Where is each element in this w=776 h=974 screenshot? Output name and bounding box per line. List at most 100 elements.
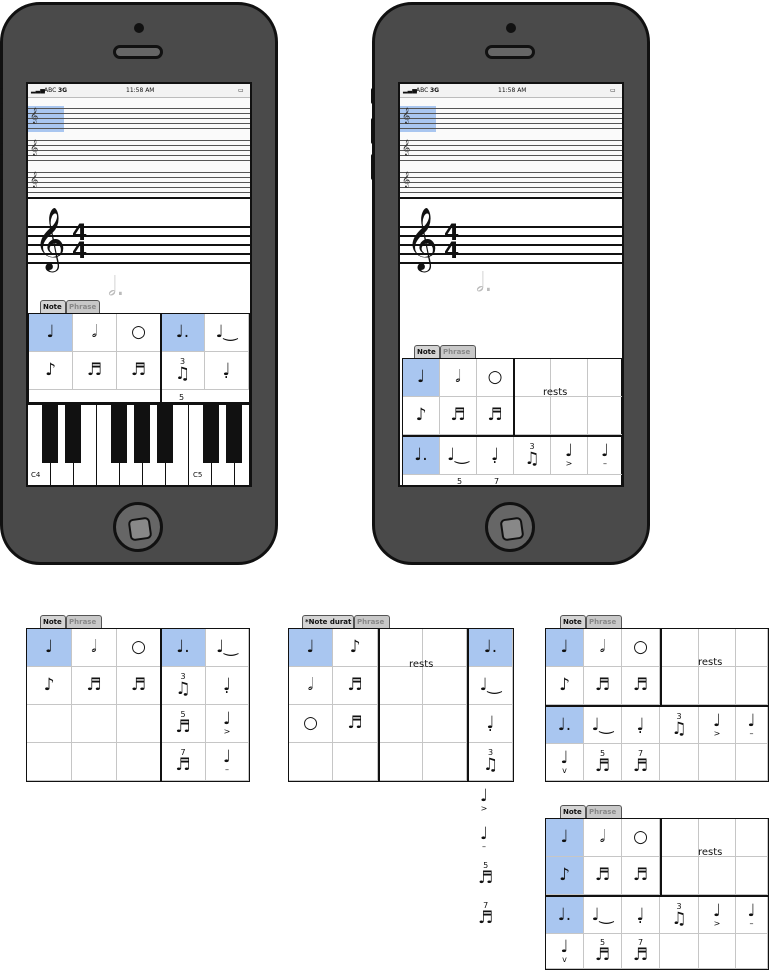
score-overview[interactable]: 𝄞 𝄞 𝄞	[28, 98, 250, 196]
septuplet-icon[interactable]: 7 ♬	[161, 743, 206, 781]
eighth-note-icon[interactable]: ♪	[546, 857, 584, 895]
tab-phrase[interactable]: Phrase	[66, 300, 100, 313]
tab-phrase[interactable]: Phrase	[586, 615, 622, 628]
triplet-icon[interactable]: 3 ♫	[161, 667, 206, 705]
thirty-second-note-icon[interactable]: ♬	[333, 705, 378, 743]
half-note-icon[interactable]: 𝅗𝅥	[72, 629, 117, 667]
tied-note-icon[interactable]: ♩‿	[206, 629, 249, 667]
editing-staff[interactable]	[28, 226, 250, 266]
piano-keyboard[interactable]: C4 C5	[28, 403, 250, 485]
accent-note-icon[interactable]: ♩ >	[551, 437, 588, 475]
rests-cell[interactable]	[379, 705, 423, 743]
quarter-note-icon[interactable]: ♩	[546, 629, 584, 667]
rests-cell[interactable]	[662, 819, 699, 857]
accent-note-icon[interactable]: ♩ >	[699, 897, 736, 934]
rests-cell[interactable]	[379, 667, 423, 705]
dotted-quarter-note-icon[interactable]: ♩.	[161, 629, 206, 667]
rests-cell[interactable]	[662, 629, 699, 667]
sixteenth-note-icon[interactable]: ♬	[73, 352, 117, 390]
half-note-icon[interactable]: 𝅗𝅥	[289, 667, 333, 705]
rests-cell[interactable]	[514, 397, 551, 435]
tab-phrase[interactable]: Phrase	[66, 615, 102, 628]
staccato-note-icon[interactable]: ♩̣	[622, 707, 660, 744]
rests-cell[interactable]	[736, 819, 768, 857]
sixteenth-note-icon[interactable]: ♬	[584, 667, 622, 705]
whole-note-icon[interactable]: ○	[622, 819, 660, 857]
quarter-note-icon[interactable]: ♩	[289, 629, 333, 667]
quarter-note-icon[interactable]: ♩	[27, 629, 72, 667]
thirty-second-note-icon[interactable]: ♬	[117, 352, 161, 390]
triplet-icon[interactable]: 3 ♫	[660, 707, 699, 744]
quintuplet-icon[interactable]: 5 ♬	[584, 744, 622, 781]
quarter-note-icon[interactable]: ♩	[29, 314, 73, 352]
tab-note[interactable]: Note	[560, 615, 586, 628]
eighth-note-icon[interactable]: ♪	[27, 667, 72, 705]
septuplet-icon[interactable]: 7 ♬	[622, 744, 660, 781]
quarter-note-icon[interactable]: ♩	[546, 819, 584, 857]
rests-cell[interactable]	[699, 629, 736, 667]
eighth-note-icon[interactable]: ♪	[29, 352, 73, 390]
staccato-note-icon[interactable]: ♩̣	[205, 352, 249, 390]
accent-note-icon[interactable]: ♩ >	[206, 705, 249, 743]
thirty-second-note-icon[interactable]: ♬	[622, 667, 660, 705]
thirty-second-note-icon[interactable]: ♬	[477, 397, 514, 435]
rests-cell[interactable]	[551, 359, 588, 397]
eighth-note-icon[interactable]: ♪	[403, 397, 440, 435]
whole-note-icon[interactable]: ○	[289, 705, 333, 743]
septuplet-icon[interactable]: 7 ♬	[622, 934, 660, 969]
tab-note-duration[interactable]: *Note durat	[302, 615, 354, 628]
tenuto-note-icon[interactable]: ♩ –	[736, 707, 768, 744]
tied-note-icon[interactable]: ♩‿	[205, 314, 249, 352]
quarter-note-icon[interactable]: ♩	[403, 359, 440, 397]
staccato-note-icon[interactable]: ♩̣	[469, 705, 513, 743]
dotted-quarter-note-icon[interactable]: ♩.	[546, 707, 584, 744]
marcato-note-icon[interactable]: ♩ v	[546, 934, 584, 969]
tied-note-icon[interactable]: ♩‿	[584, 897, 622, 934]
rests-cell[interactable]	[423, 705, 467, 743]
rests-cell[interactable]	[662, 667, 699, 705]
rests-cell[interactable]	[551, 397, 588, 435]
rests-cell[interactable]	[379, 629, 423, 667]
triplet-icon[interactable]: 3 ♫	[514, 437, 551, 475]
tab-phrase[interactable]: Phrase	[440, 345, 476, 358]
staccato-note-icon[interactable]: ♩̣	[622, 897, 660, 934]
marcato-note-icon[interactable]: ♩ v	[546, 744, 584, 781]
tenuto-note-icon[interactable]: ♩ –	[736, 897, 768, 934]
selected-measure[interactable]	[400, 106, 436, 132]
triplet-icon[interactable]: 3 ♫	[161, 352, 205, 390]
quintuplet-icon[interactable]: 5 ♬	[478, 861, 494, 888]
accent-note-icon[interactable]: ♩ >	[480, 786, 489, 813]
tab-note[interactable]: Note	[40, 300, 66, 313]
rests-cell[interactable]	[514, 359, 551, 397]
thirty-second-note-icon[interactable]: ♬	[622, 857, 660, 895]
rests-cell[interactable]	[736, 857, 768, 895]
quintuplet-icon[interactable]: 5 ♬	[161, 705, 206, 743]
score-overview[interactable]: 𝄞 𝄞 𝄞	[400, 98, 622, 196]
selected-measure[interactable]	[28, 106, 64, 132]
triplet-icon[interactable]: 3 ♫	[660, 897, 699, 934]
staccato-note-icon[interactable]: ♩̣	[477, 437, 514, 475]
whole-note-icon[interactable]: ○	[477, 359, 514, 397]
tab-phrase[interactable]: Phrase	[586, 805, 622, 818]
rests-cell[interactable]	[736, 667, 768, 705]
whole-note-icon[interactable]: ○	[117, 629, 161, 667]
tab-note[interactable]: Note	[414, 345, 440, 358]
half-note-icon[interactable]: 𝅗𝅥	[73, 314, 117, 352]
accent-note-icon[interactable]: ♩ >	[699, 707, 736, 744]
quintuplet-icon[interactable]: 5 ♬	[584, 934, 622, 969]
eighth-note-icon[interactable]: ♪	[333, 629, 378, 667]
rests-cell[interactable]	[588, 397, 622, 435]
tied-note-icon[interactable]: ♩‿	[584, 707, 622, 744]
home-button[interactable]	[485, 502, 535, 552]
sixteenth-note-icon[interactable]: ♬	[440, 397, 477, 435]
sixteenth-note-icon[interactable]: ♬	[72, 667, 117, 705]
dotted-quarter-note-icon[interactable]: ♩.	[403, 437, 440, 475]
tenuto-note-icon[interactable]: ♩ –	[588, 437, 622, 475]
half-note-icon[interactable]: 𝅗𝅥	[440, 359, 477, 397]
dotted-quarter-note-icon[interactable]: ♩.	[469, 629, 513, 667]
whole-note-icon[interactable]: ○	[117, 314, 161, 352]
triplet-icon[interactable]: 3 ♫	[469, 743, 513, 781]
dotted-quarter-note-icon[interactable]: ♩.	[161, 314, 205, 352]
sixteenth-note-icon[interactable]: ♬	[333, 667, 378, 705]
tied-note-icon[interactable]: ♩‿	[440, 437, 477, 475]
